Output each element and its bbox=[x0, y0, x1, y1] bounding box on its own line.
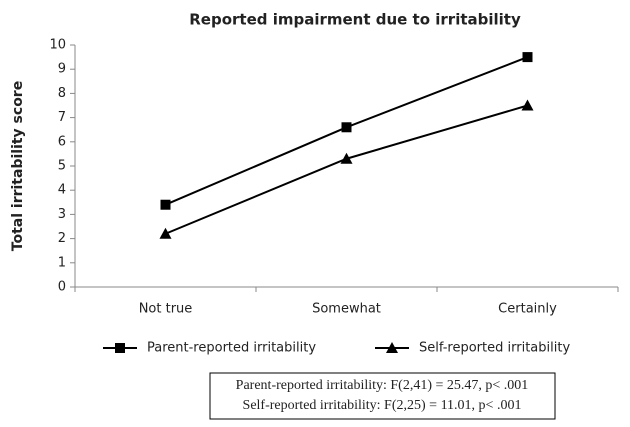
marker bbox=[521, 99, 534, 111]
y-tick-label: 6 bbox=[58, 134, 66, 149]
y-tick-label: 10 bbox=[49, 38, 66, 53]
marker bbox=[522, 52, 533, 63]
marker bbox=[159, 227, 172, 239]
y-tick-label: 8 bbox=[58, 86, 66, 101]
y-tick-label: 5 bbox=[58, 159, 66, 174]
legend-label: Self-reported irritability bbox=[419, 341, 570, 356]
annotation-box bbox=[209, 372, 556, 420]
y-axis-label: Total irritability score bbox=[10, 81, 26, 251]
y-tick-label: 4 bbox=[58, 183, 66, 198]
y-tick-label: 3 bbox=[58, 207, 66, 222]
y-tick-label: 0 bbox=[58, 280, 66, 295]
marker bbox=[115, 343, 125, 353]
marker bbox=[340, 152, 353, 164]
y-tick-label: 1 bbox=[58, 255, 66, 270]
x-tick-label: Somewhat bbox=[312, 302, 381, 317]
y-tick-label: 9 bbox=[58, 62, 66, 77]
annotation: Parent-reported irritability: F(2,41) = … bbox=[236, 378, 529, 393]
chart-title: Reported impairment due to irritability bbox=[189, 11, 521, 29]
legend-label: Parent-reported irritability bbox=[147, 341, 316, 356]
x-tick-label: Not true bbox=[139, 302, 193, 317]
marker bbox=[160, 199, 171, 210]
y-tick-label: 7 bbox=[58, 110, 66, 125]
x-tick-label: Certainly bbox=[498, 302, 557, 317]
marker bbox=[386, 342, 398, 353]
marker bbox=[341, 122, 352, 133]
y-tick-label: 2 bbox=[58, 231, 66, 246]
annotation: Self-reported irritability: F(2,25) = 11… bbox=[243, 398, 522, 413]
